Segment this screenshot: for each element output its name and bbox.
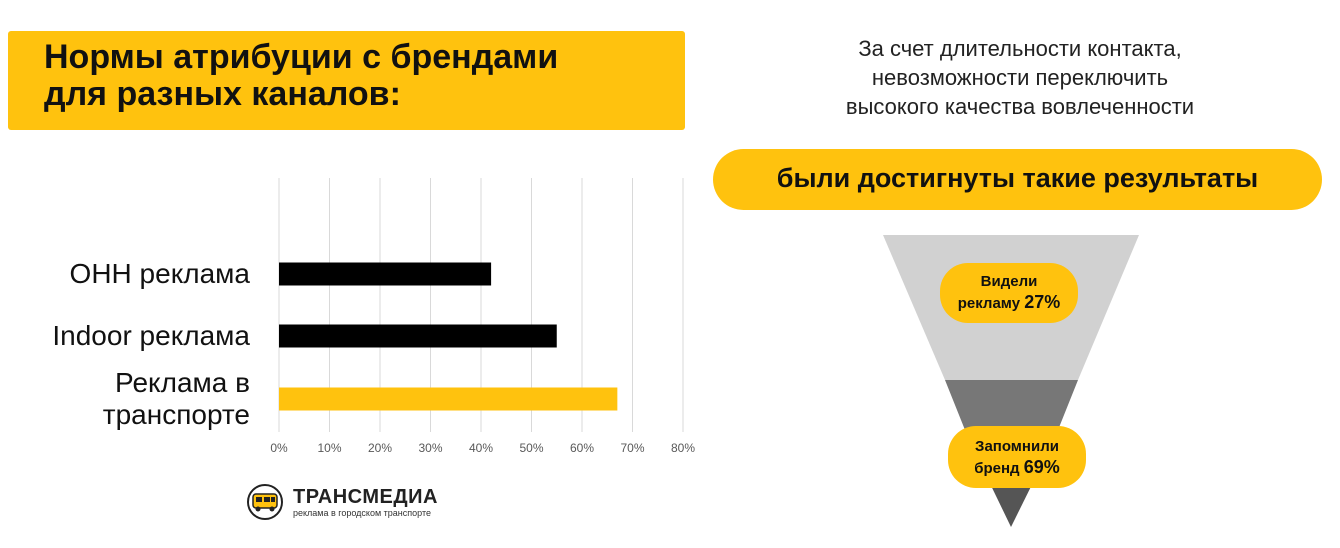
intro-line: невозможности переключить	[871, 65, 1169, 90]
logo-tagline: реклама в городском транспорте	[293, 508, 431, 518]
funnel-badge-remembered-value: 69%	[1023, 457, 1060, 477]
funnel-badge-remembered: Запомнили бренд 69%	[948, 426, 1086, 488]
transmedia-logo: ТРАНСМЕДИА реклама в городском транспорт…	[247, 484, 467, 520]
bar	[279, 262, 492, 286]
intro-text: За счет длительности контакта, невозможн…	[770, 34, 1270, 121]
page-title-line-2: для разных каналов:	[44, 75, 401, 113]
category-label: Indoor реклама	[52, 320, 250, 351]
x-tick-label: 30%	[418, 441, 442, 455]
category-label: Реклама в	[115, 367, 250, 398]
results-pill: были достигнуты такие результаты	[713, 149, 1322, 210]
funnel-badge-remembered-text: бренд	[974, 460, 1020, 477]
bus-icon	[247, 484, 283, 520]
x-tick-label: 0%	[270, 441, 288, 455]
bar	[279, 324, 557, 348]
x-tick-label: 60%	[570, 441, 594, 455]
funnel-badge-seen-line2: рекламу 27%	[940, 292, 1078, 314]
intro-line: высокого качества вовлеченности	[845, 94, 1195, 119]
x-tick-label: 20%	[368, 441, 392, 455]
attribution-bar-chart: 0% 10% 20% 30% 40% 50% 60% 70% 80% ОНН реклама Ind…	[52, 178, 695, 455]
funnel-badge-remembered-line1: Запомнили	[975, 438, 1059, 455]
funnel-stage-middle	[945, 380, 1078, 440]
funnel-badge-seen-value: 27%	[1024, 292, 1061, 312]
category-label: транспорте	[103, 399, 250, 430]
funnel-badge-seen: Видели рекламу 27%	[940, 263, 1078, 323]
bar	[279, 387, 618, 411]
x-tick-label: 70%	[620, 441, 644, 455]
intro-line: За счет длительности контакта,	[858, 36, 1182, 61]
x-tick-label: 50%	[519, 441, 543, 455]
x-tick-label: 10%	[317, 441, 341, 455]
funnel-badge-seen-line1: Видели	[980, 273, 1038, 290]
results-pill-label: были достигнуты такие результаты	[776, 163, 1259, 193]
x-tick-label: 40%	[469, 441, 493, 455]
category-label: ОНН реклама	[70, 258, 251, 289]
page-title-line-1: Нормы атрибуции с брендами	[44, 38, 559, 76]
logo-name: ТРАНСМЕДИА	[293, 486, 438, 508]
funnel-badge-seen-text: рекламу	[957, 295, 1021, 312]
title-banner: Нормы атрибуции с брендами для разных ка…	[8, 31, 685, 130]
funnel-badge-remembered-line2: бренд 69%	[948, 457, 1086, 479]
x-tick-label: 80%	[671, 441, 695, 455]
